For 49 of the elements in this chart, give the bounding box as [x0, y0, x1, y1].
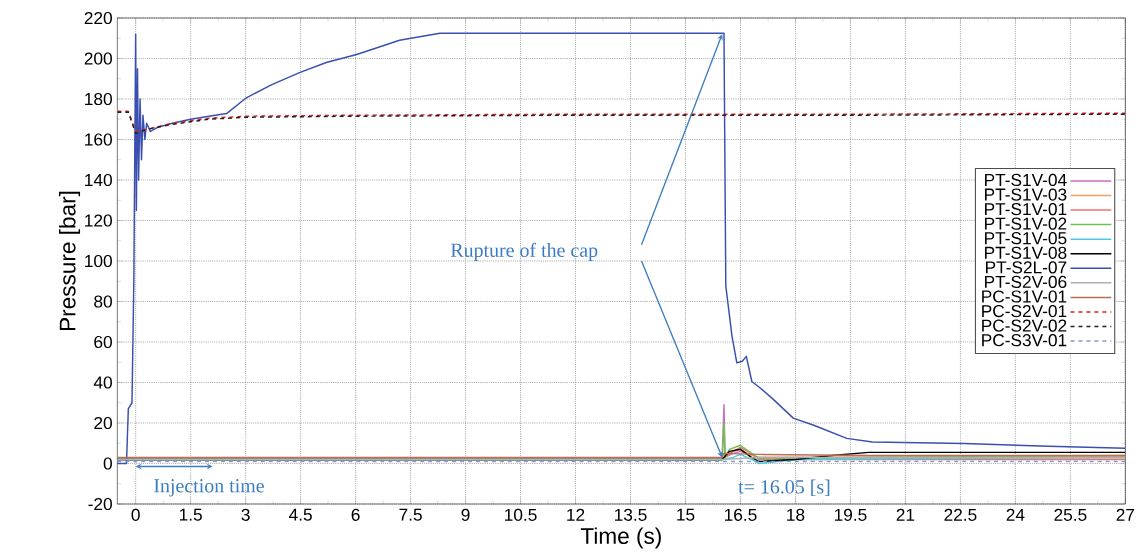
x-tick-label: 13.5 [615, 508, 647, 521]
y-tick-label: 60 [94, 335, 112, 349]
y-tick-label: 120 [85, 214, 112, 227]
x-tick-label: 22.5 [944, 508, 977, 521]
legend-label: PC-S3V-01 [982, 334, 1067, 347]
legend-label: PT-S1V-04 [985, 173, 1067, 187]
legend-label: PT-S1V-03 [985, 188, 1067, 201]
y-axis-title: Pressure [bar] [59, 191, 81, 331]
x-tick-label: 24 [1006, 508, 1025, 521]
x-tick-label: 12 [567, 508, 585, 521]
y-tick-label: 80 [94, 295, 112, 308]
x-tick-label: 6 [351, 508, 360, 521]
y-tick-label: 180 [85, 92, 112, 106]
x-tick-label: 7.5 [399, 508, 422, 521]
y-tick-label: 100 [85, 254, 112, 268]
x-tick-label: 25.5 [1054, 508, 1087, 521]
annotation: t= 16.05 [s] [738, 479, 830, 497]
y-tick-label: 160 [85, 133, 112, 146]
legend-label: PT-S1V-05 [985, 232, 1067, 245]
y-tick-label: -20 [88, 497, 112, 511]
x-tick-label: 27 [1116, 508, 1135, 521]
legend-label: PT-S1V-08 [985, 246, 1067, 259]
x-tick-label: 4.5 [289, 508, 312, 521]
legend-label: PC-S2V-01 [982, 304, 1067, 318]
y-tick-label: 220 [84, 11, 112, 25]
legend-label: PT-S2V-06 [985, 275, 1067, 289]
x-tick-label: 0 [131, 508, 140, 521]
y-tick-label: 140 [85, 173, 112, 187]
annotation: Injection time [154, 479, 264, 497]
x-tick-label: 1.5 [179, 508, 202, 521]
x-tick-label: 19.5 [834, 508, 867, 521]
x-tick-label: 3 [241, 508, 250, 521]
y-tick-label: 20 [94, 416, 112, 430]
x-tick-label: 21 [896, 508, 915, 521]
legend-label: PC-S1V-01 [982, 290, 1067, 303]
legend-label: PT-S2L-07 [986, 261, 1067, 274]
y-tick-label: 200 [84, 52, 112, 65]
x-tick-label: 16.5 [724, 508, 757, 521]
legend-label: PC-S2V-02 [982, 319, 1067, 332]
y-tick-label: 40 [93, 376, 112, 389]
legend-label: PT-S1V-01 [985, 202, 1067, 216]
x-tick-label: 18 [787, 508, 805, 521]
x-tick-label: 9 [461, 508, 470, 521]
x-tick-label: 10.5 [505, 508, 537, 521]
legend-label: PT-S1V-02 [985, 217, 1067, 230]
y-tick-label: 0 [103, 457, 112, 470]
x-tick-label: 15 [677, 508, 695, 521]
annotation: Rupture of the cap [450, 242, 598, 262]
x-axis-title: Time (s) [580, 527, 661, 549]
